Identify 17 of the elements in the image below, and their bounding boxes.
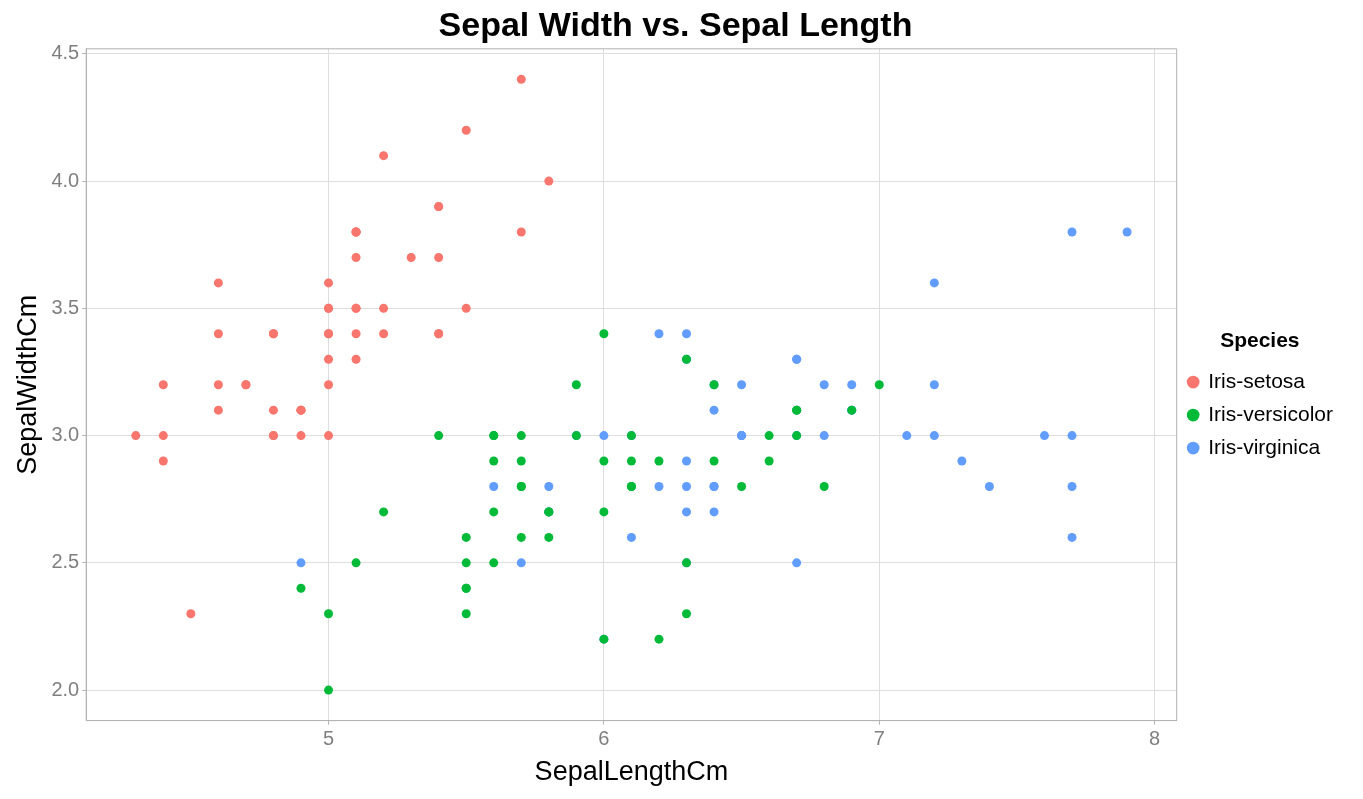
y-axis-title: SepalWidthCm	[11, 294, 42, 475]
legend-label: Iris-versicolor	[1208, 401, 1334, 425]
x-tick-label: 8	[1149, 727, 1161, 750]
x-axis-title: SepalLengthCm	[534, 756, 729, 787]
legend-label: Iris-virginica	[1208, 434, 1321, 458]
legend-title: Species	[1220, 327, 1300, 351]
x-tick-label: 6	[598, 727, 610, 750]
legend-label: Iris-setosa	[1208, 368, 1306, 392]
y-tick-label: 3.5	[51, 295, 80, 318]
y-tick-label: 2.5	[51, 550, 80, 573]
chart-title: Sepal Width vs. Sepal Length	[438, 4, 913, 43]
y-tick-label: 4.0	[51, 168, 80, 191]
x-tick-label: 7	[873, 727, 885, 750]
y-tick-label: 4.5	[51, 41, 80, 64]
y-tick-label: 2.0	[51, 677, 80, 700]
y-tick-label: 3.0	[51, 423, 80, 446]
x-tick-label: 5	[322, 727, 335, 750]
